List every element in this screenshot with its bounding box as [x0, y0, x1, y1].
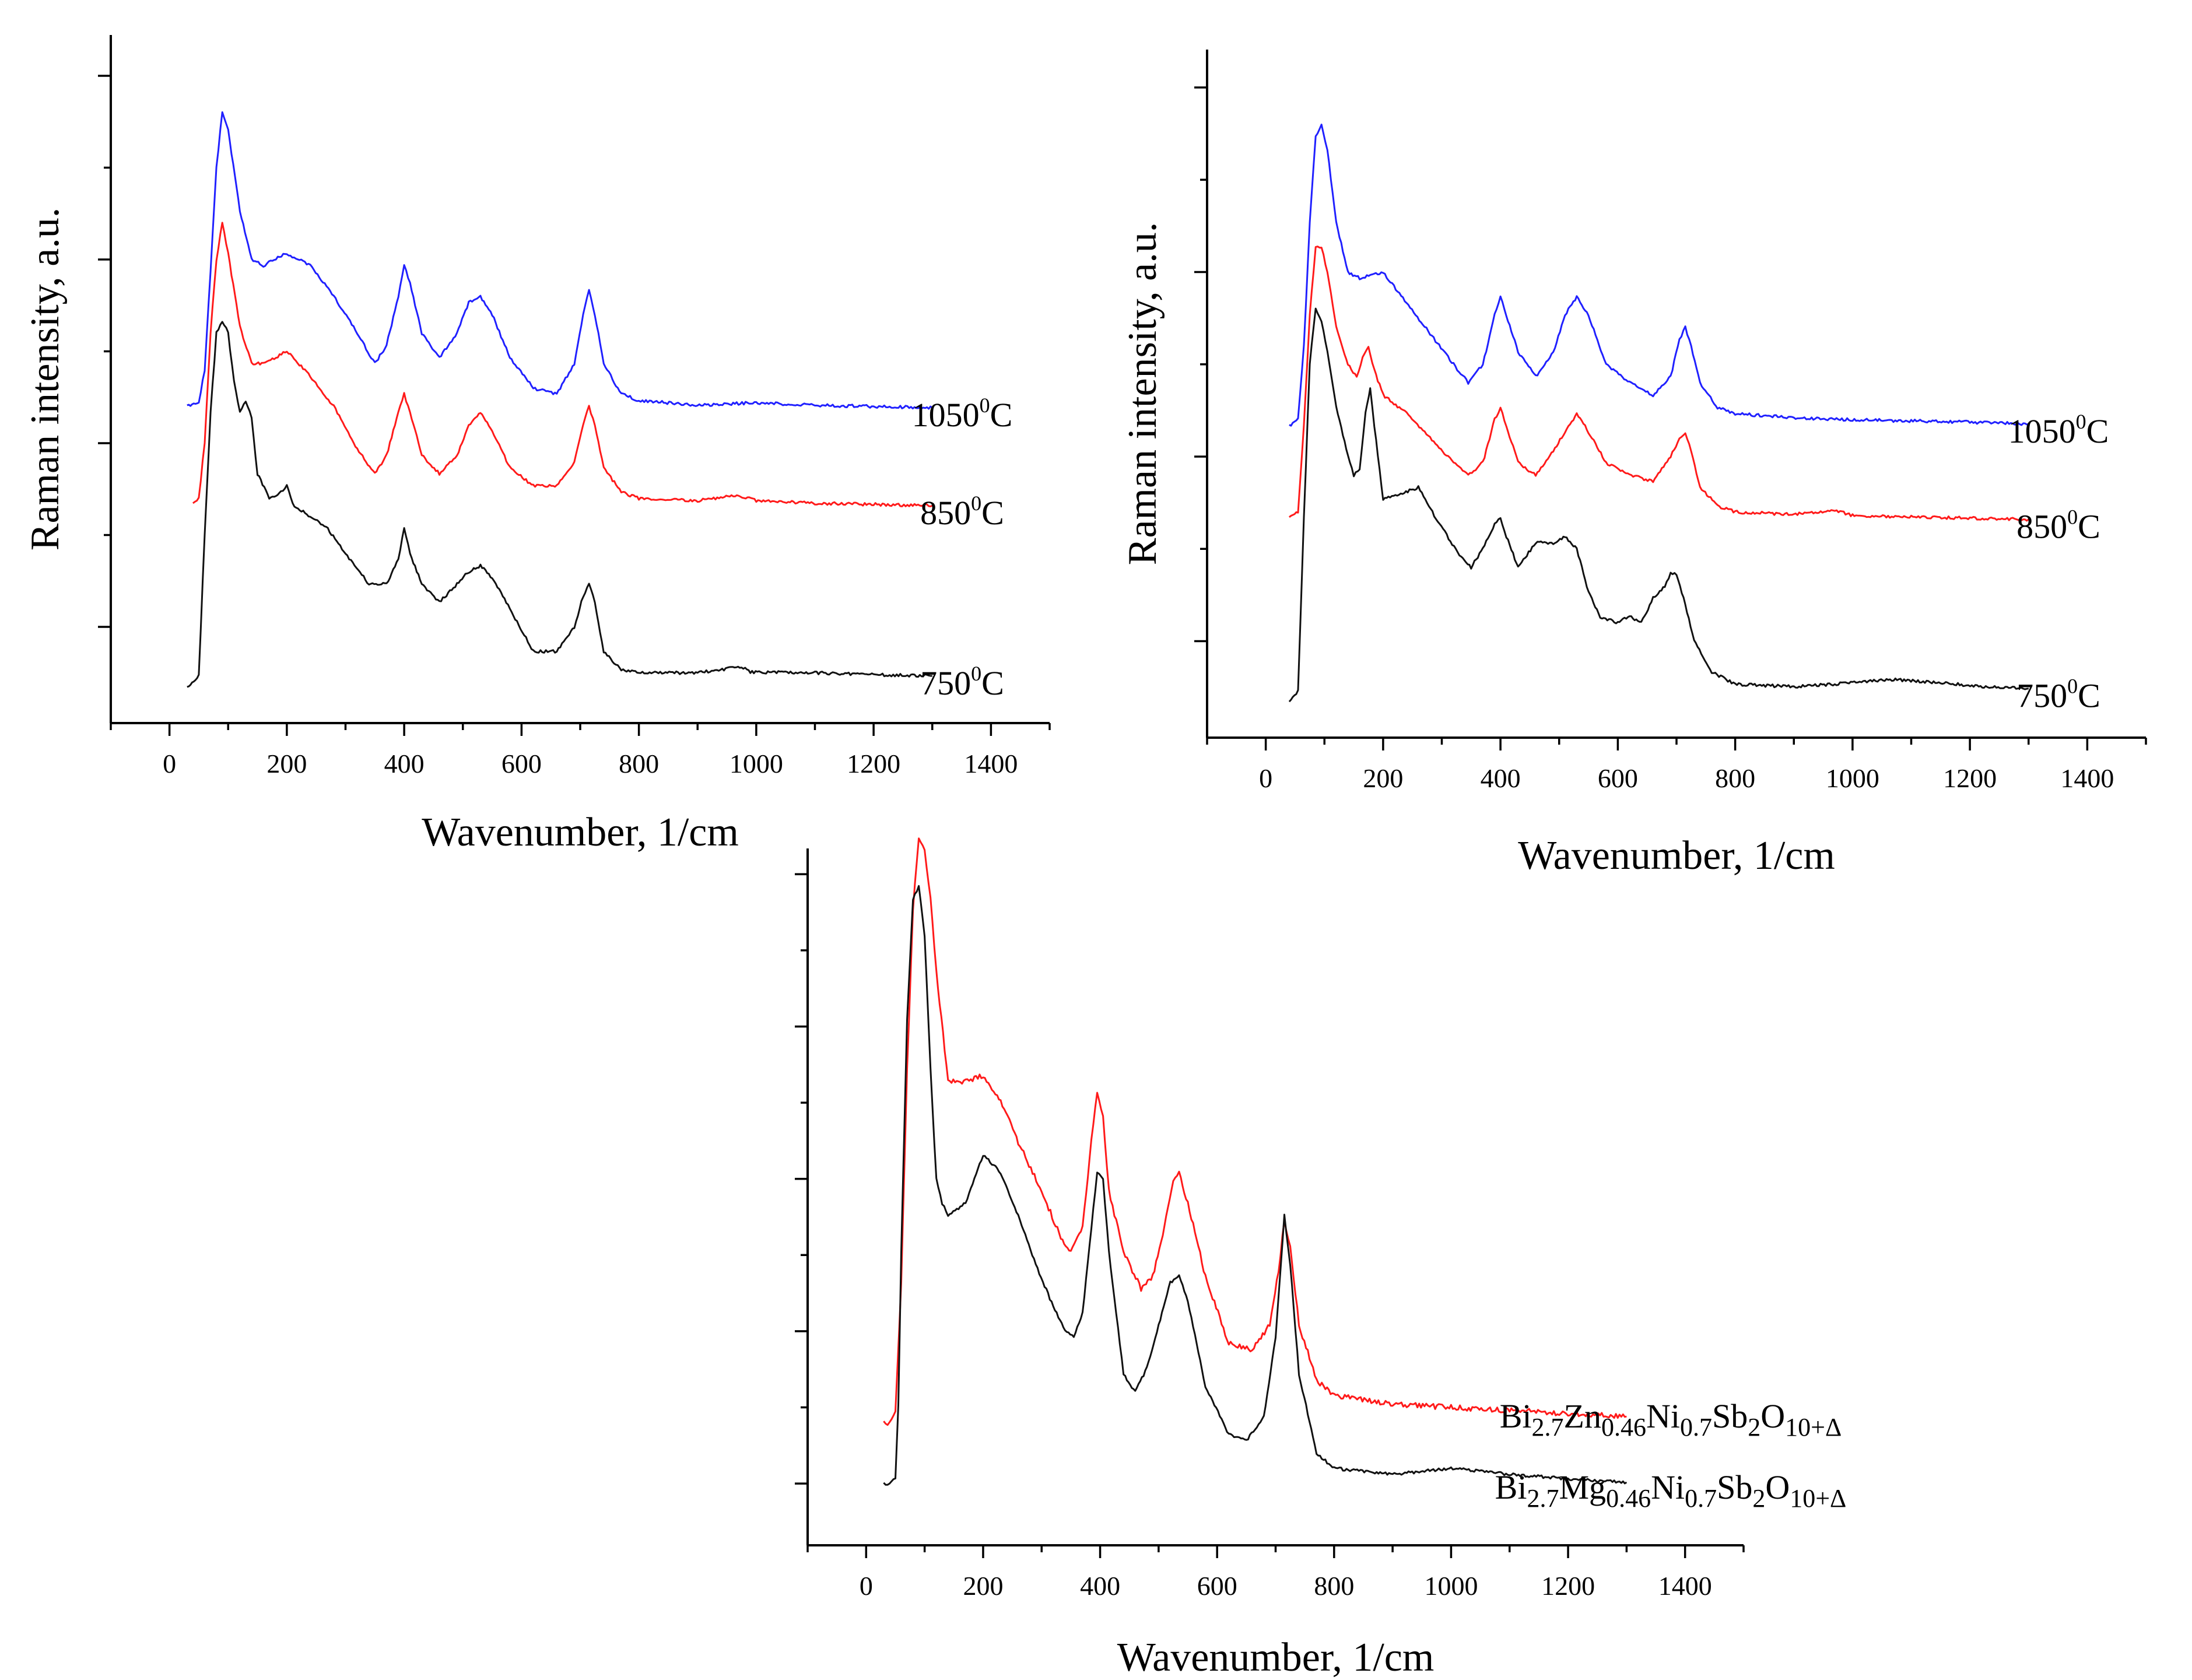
formula-label-black: Bi2.7Mg0.46Ni0.7Sb2O10+Δ	[1495, 1468, 1847, 1513]
formula-subscript: 0.46	[1606, 1484, 1651, 1513]
series-line-red	[1288, 245, 2029, 522]
series-label-unit: C	[981, 664, 1004, 702]
series-label-degree: 0	[980, 394, 990, 417]
formula-element: Ni	[1646, 1397, 1680, 1435]
formula-element: Ni	[1651, 1468, 1685, 1506]
formula-element: Sb	[1712, 1397, 1748, 1435]
x-tick-label: 600	[501, 749, 542, 778]
formula-subscript: 2.7	[1532, 1413, 1564, 1441]
series-line-black	[187, 321, 932, 688]
x-tick-label: 1400	[2060, 763, 2114, 793]
y-axis-title: Raman intensity, a.u.	[23, 208, 68, 550]
x-tick-label: 200	[1363, 763, 1403, 793]
series-label-degree: 0	[2067, 506, 2078, 529]
formula-element: O	[1765, 1468, 1790, 1506]
chart-bottom: 0 200 400 600 800 1000 1200 1400 Wavenumber, 1/c…	[795, 837, 1847, 1680]
x-tick-label: 400	[1481, 763, 1521, 793]
formula-element: O	[1760, 1397, 1785, 1435]
formula-element: Bi	[1500, 1397, 1532, 1435]
series-label-value: 750	[920, 664, 971, 702]
x-tick-label: 800	[1314, 1571, 1354, 1601]
series-label-unit: C	[981, 494, 1004, 532]
formula-element: Zn	[1564, 1397, 1601, 1435]
series-label-unit: C	[2078, 508, 2100, 546]
x-tick-label: 1000	[1424, 1571, 1478, 1601]
series-label-value: 1050	[2008, 412, 2076, 450]
series-label: 10500C	[912, 394, 1013, 434]
x-tick-label: 800	[619, 749, 659, 778]
formula-subscript: 0.46	[1601, 1413, 1646, 1441]
formula-element: Mg	[1559, 1468, 1606, 1506]
x-tick-label: 1000	[730, 749, 783, 778]
x-tick-label: 600	[1197, 1571, 1237, 1601]
series-line-blue	[1289, 124, 2029, 427]
formula-subscript: 10+Δ	[1785, 1413, 1842, 1441]
series-label: 8500C	[920, 492, 1004, 532]
series-line-blue	[187, 111, 933, 410]
x-tick-label: 600	[1598, 763, 1638, 793]
series-line-red	[192, 222, 933, 507]
y-axis-title: Raman intensity, a.u.	[1120, 222, 1165, 565]
series-label-value: 850	[2016, 508, 2067, 546]
series-label: 7500C	[920, 662, 1004, 702]
formula-subscript: 2	[1748, 1413, 1760, 1441]
x-axis-title: Wavenumber, 1/cm	[1518, 833, 1835, 878]
x-tick-label: 0	[860, 1571, 873, 1601]
series-label: 10500C	[2008, 410, 2109, 450]
x-tick-label: 400	[384, 749, 425, 778]
x-tick-label: 800	[1715, 763, 1755, 793]
series-label-value: 750	[2016, 677, 2067, 715]
series-line-black	[1288, 307, 2029, 703]
x-tick-label: 0	[163, 749, 176, 778]
formula-element: Sb	[1717, 1468, 1752, 1506]
x-tick-label: 200	[266, 749, 307, 778]
series-label-degree: 0	[971, 662, 981, 685]
formula-element: Bi	[1495, 1468, 1527, 1506]
series-label-unit: C	[2078, 677, 2100, 715]
series-label-unit: C	[2086, 412, 2109, 450]
formula-subscript: 2.7	[1527, 1484, 1559, 1513]
x-tick-label: 1200	[1541, 1571, 1595, 1601]
series-label: 8500C	[2016, 506, 2100, 546]
chart-top-left: 0 200 400 600 800 1000 1200 1400 Wavenumber, 1/c…	[23, 35, 1051, 855]
x-tick-label: 1400	[964, 749, 1018, 778]
series-line-black	[883, 885, 1628, 1486]
series-label-degree: 0	[2067, 675, 2078, 698]
x-axis-title: Wavenumber, 1/cm	[1117, 1635, 1435, 1680]
x-tick-label: 1200	[847, 749, 900, 778]
series-line-red	[883, 837, 1627, 1426]
formula-subscript: 0.7	[1680, 1413, 1712, 1441]
series-label-unit: C	[990, 396, 1013, 434]
series-label-value: 850	[920, 494, 971, 532]
x-tick-label: 1200	[1943, 763, 1997, 793]
formula-subscript: 0.7	[1685, 1484, 1717, 1513]
x-tick-label: 1400	[1658, 1571, 1712, 1601]
x-axis-title: Wavenumber, 1/cm	[422, 810, 739, 855]
x-tick-label: 1000	[1826, 763, 1879, 793]
series-label-degree: 0	[971, 492, 981, 515]
x-tick-label: 400	[1080, 1571, 1120, 1601]
series-label-value: 1050	[912, 396, 980, 434]
formula-label-red: Bi2.7Zn0.46Ni0.7Sb2O10+Δ	[1500, 1397, 1842, 1441]
x-tick-label: 0	[1259, 763, 1272, 793]
series-label: 7500C	[2016, 675, 2100, 715]
series-label-degree: 0	[2076, 410, 2086, 433]
formula-subscript: 2	[1752, 1484, 1765, 1513]
x-tick-label: 200	[963, 1571, 1003, 1601]
formula-subscript: 10+Δ	[1790, 1484, 1846, 1513]
chart-top-right: 0 200 400 600 800 1000 1200 1400 Wavenumber, 1/c…	[1120, 50, 2147, 878]
